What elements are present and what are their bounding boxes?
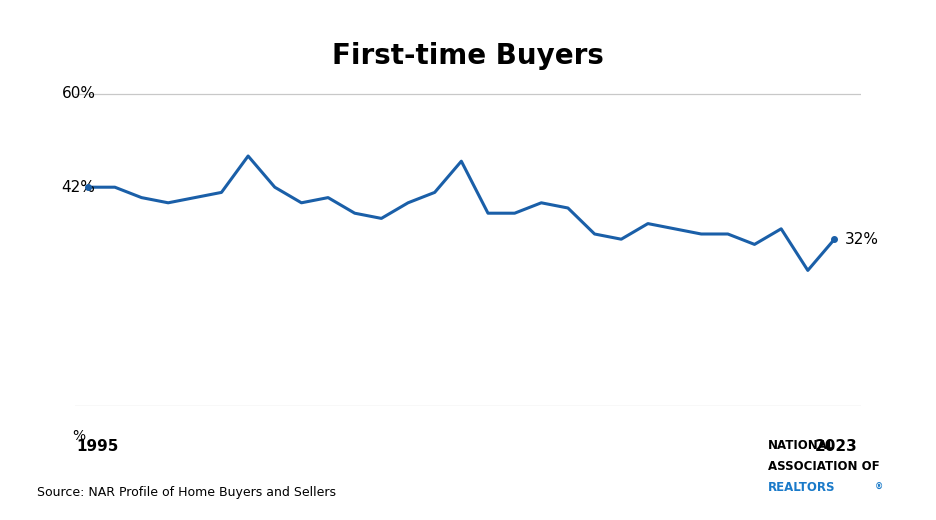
Text: 42%: 42% xyxy=(62,180,95,194)
Text: 60%: 60% xyxy=(62,86,95,101)
Text: 32%: 32% xyxy=(845,232,879,246)
FancyBboxPatch shape xyxy=(718,461,744,471)
Text: 1995: 1995 xyxy=(77,439,119,454)
Text: 2023: 2023 xyxy=(814,439,857,454)
Text: Source: NAR Profile of Home Buyers and Sellers: Source: NAR Profile of Home Buyers and S… xyxy=(37,486,336,499)
Text: NATIONAL: NATIONAL xyxy=(768,439,835,452)
Text: ASSOCIATION OF: ASSOCIATION OF xyxy=(768,460,879,473)
FancyBboxPatch shape xyxy=(718,446,733,499)
Text: %: % xyxy=(72,429,85,443)
Text: ®: ® xyxy=(875,483,884,491)
FancyBboxPatch shape xyxy=(696,446,712,499)
Text: REALTORS: REALTORS xyxy=(768,481,835,494)
Title: First-time Buyers: First-time Buyers xyxy=(332,42,604,70)
